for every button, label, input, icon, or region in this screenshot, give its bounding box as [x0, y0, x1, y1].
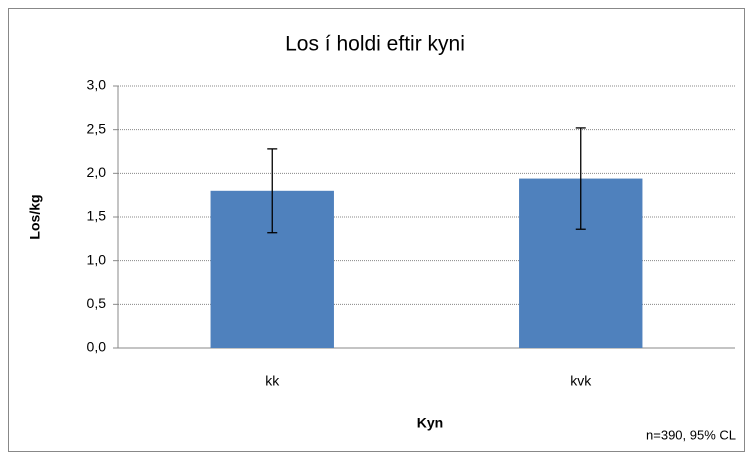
- x-tick-label: kk: [265, 373, 280, 389]
- y-axis-title: Los/kg: [27, 194, 43, 239]
- chart-title: Los í holdi eftir kyni: [285, 33, 465, 56]
- y-tick-label: 1,5: [87, 208, 107, 224]
- y-tick-label: 0,5: [87, 295, 107, 311]
- y-tick-label: 2,5: [87, 120, 107, 136]
- y-tick-label: 3,0: [87, 77, 107, 93]
- x-axis-title: Kyn: [417, 415, 443, 431]
- y-tick-label: 2,0: [87, 164, 107, 180]
- note: n=390, 95% CL: [646, 427, 736, 442]
- y-tick-label: 0,0: [87, 339, 107, 355]
- y-tick-label: 1,0: [87, 251, 107, 267]
- x-tick-label: kvk: [570, 373, 592, 389]
